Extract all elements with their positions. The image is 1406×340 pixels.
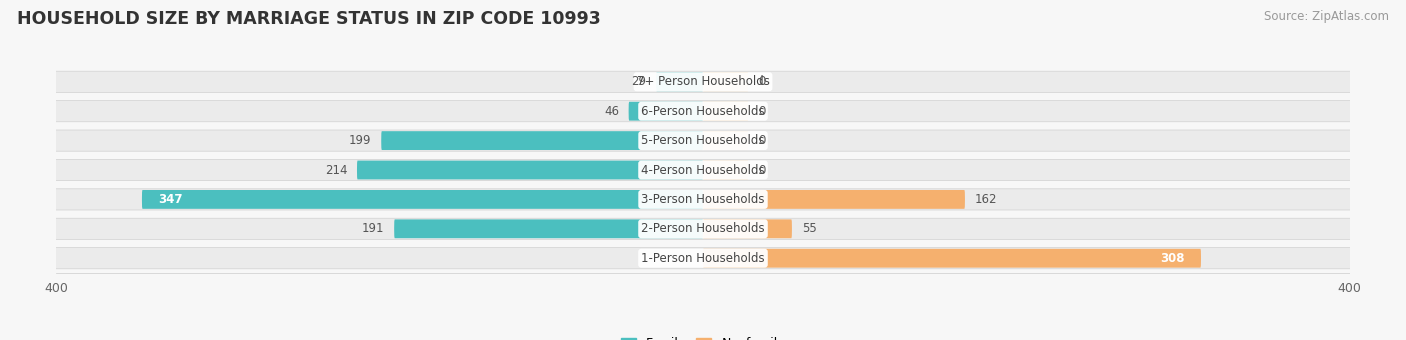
FancyBboxPatch shape — [53, 130, 1353, 151]
Text: 2-Person Households: 2-Person Households — [641, 222, 765, 235]
Text: 0: 0 — [758, 105, 765, 118]
Text: 308: 308 — [1160, 252, 1185, 265]
Text: 7+ Person Households: 7+ Person Households — [637, 75, 769, 88]
Text: 29: 29 — [631, 75, 647, 88]
FancyBboxPatch shape — [53, 101, 1353, 122]
Text: 199: 199 — [349, 134, 371, 147]
FancyBboxPatch shape — [703, 72, 748, 91]
Text: 162: 162 — [974, 193, 997, 206]
Text: 214: 214 — [325, 164, 347, 176]
FancyBboxPatch shape — [53, 248, 1353, 269]
FancyBboxPatch shape — [53, 71, 1353, 92]
FancyBboxPatch shape — [381, 131, 703, 150]
FancyBboxPatch shape — [142, 190, 703, 209]
Text: 6-Person Households: 6-Person Households — [641, 105, 765, 118]
FancyBboxPatch shape — [703, 190, 965, 209]
Text: 55: 55 — [801, 222, 817, 235]
FancyBboxPatch shape — [703, 131, 748, 150]
Text: Source: ZipAtlas.com: Source: ZipAtlas.com — [1264, 10, 1389, 23]
FancyBboxPatch shape — [628, 102, 703, 121]
FancyBboxPatch shape — [703, 219, 792, 238]
FancyBboxPatch shape — [703, 249, 1201, 268]
Text: 191: 191 — [361, 222, 384, 235]
Text: 0: 0 — [758, 134, 765, 147]
Text: 0: 0 — [758, 75, 765, 88]
FancyBboxPatch shape — [53, 218, 1353, 239]
FancyBboxPatch shape — [394, 219, 703, 238]
Text: 0: 0 — [758, 164, 765, 176]
FancyBboxPatch shape — [703, 160, 748, 180]
Text: 4-Person Households: 4-Person Households — [641, 164, 765, 176]
FancyBboxPatch shape — [53, 189, 1353, 210]
FancyBboxPatch shape — [703, 102, 748, 121]
FancyBboxPatch shape — [357, 160, 703, 180]
Text: 347: 347 — [157, 193, 183, 206]
Text: 46: 46 — [605, 105, 619, 118]
Legend: Family, Nonfamily: Family, Nonfamily — [616, 332, 790, 340]
Text: 1-Person Households: 1-Person Households — [641, 252, 765, 265]
FancyBboxPatch shape — [657, 72, 703, 91]
Text: 5-Person Households: 5-Person Households — [641, 134, 765, 147]
FancyBboxPatch shape — [53, 159, 1353, 181]
Text: HOUSEHOLD SIZE BY MARRIAGE STATUS IN ZIP CODE 10993: HOUSEHOLD SIZE BY MARRIAGE STATUS IN ZIP… — [17, 10, 600, 28]
Text: 3-Person Households: 3-Person Households — [641, 193, 765, 206]
